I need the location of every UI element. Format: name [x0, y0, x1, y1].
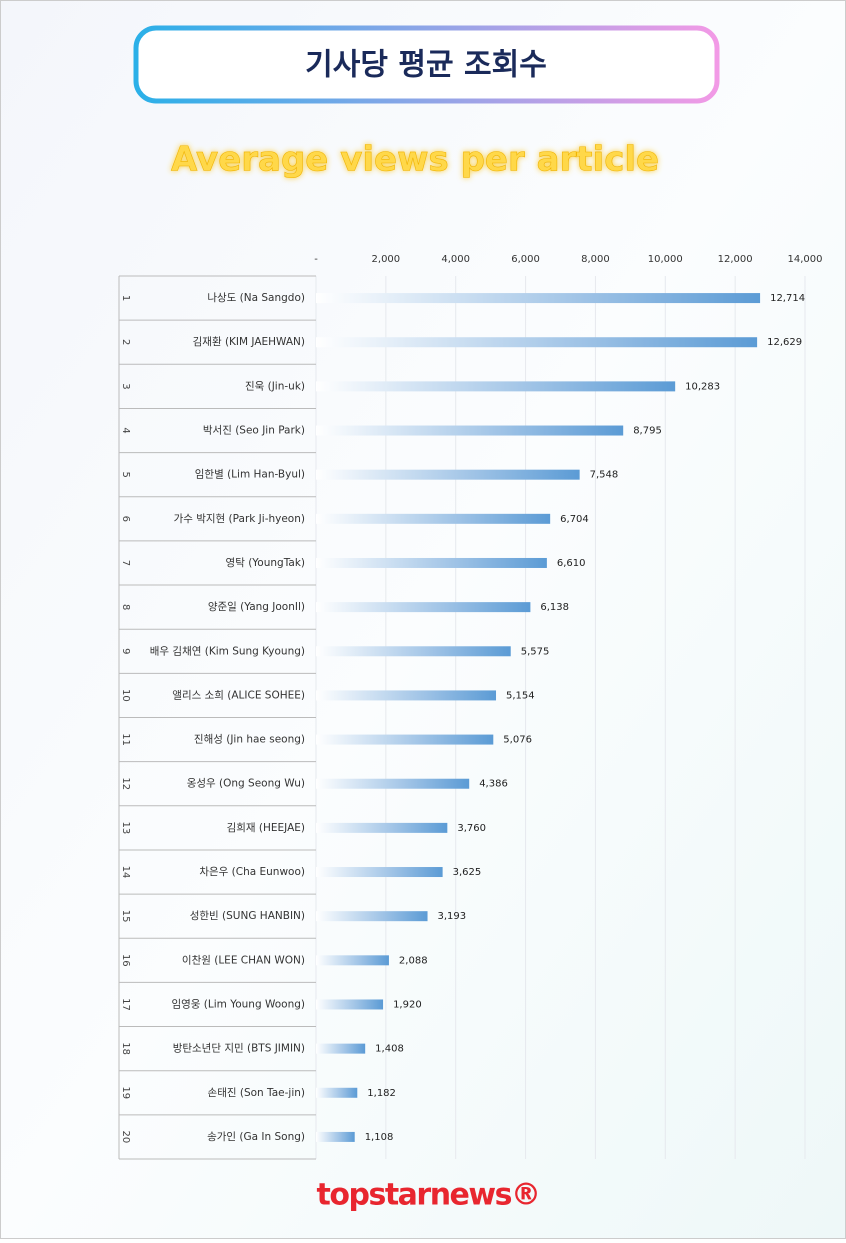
bar	[316, 822, 448, 833]
category-label: 손태진 (Son Tae-jin)	[208, 1087, 305, 1099]
rank-label: 16	[120, 954, 131, 967]
category-label: 김재환 (KIM JAEHWAN)	[193, 336, 305, 348]
category-label: 임영웅 (Lim Young Woong)	[171, 997, 305, 1010]
rank-label: 3	[120, 383, 131, 389]
x-tick-label: -	[314, 254, 318, 265]
bar	[316, 469, 580, 480]
category-label: 옹성우 (Ong Seong Wu)	[187, 778, 305, 790]
value-label: 2,088	[399, 955, 428, 966]
bar	[316, 557, 547, 568]
rank-label: 10	[120, 689, 131, 702]
category-label: 이찬원 (LEE CHAN WON)	[182, 954, 305, 966]
value-label: 4,386	[479, 779, 508, 790]
rank-label: 15	[120, 910, 131, 923]
value-label: 12,714	[770, 293, 805, 304]
x-tick-label: 2,000	[372, 254, 401, 265]
category-label: 송가인 (Ga In Song)	[207, 1131, 305, 1143]
bar	[316, 999, 384, 1010]
value-label: 3,760	[457, 823, 486, 834]
bar	[316, 337, 758, 348]
category-label: 가수 박지현 (Park Ji-hyeon)	[174, 513, 305, 525]
value-label: 8,795	[633, 426, 662, 437]
category-label: 영탁 (YoungTak)	[226, 557, 305, 569]
x-tick-label: 12,000	[718, 254, 753, 265]
category-label: 배우 김채연 (Kim Sung Kyoung)	[150, 645, 305, 657]
value-label: 12,629	[767, 337, 802, 348]
bar	[316, 1131, 355, 1142]
rank-label: 19	[120, 1086, 131, 1099]
value-label: 1,182	[367, 1088, 396, 1099]
logo: topstarnews®	[317, 1178, 540, 1213]
value-label: 1,920	[393, 999, 422, 1010]
bar	[316, 690, 497, 701]
category-label: 임한별 (Lim Han-Byul)	[195, 468, 305, 481]
rank-label: 9	[120, 648, 131, 654]
rank-label: 20	[120, 1131, 131, 1144]
category-label: 김희재 (HEEJAE)	[227, 822, 305, 834]
category-label: 진욱 (Jin-uk)	[245, 380, 305, 392]
value-label: 3,625	[453, 867, 482, 878]
bar	[316, 778, 470, 789]
value-label: 6,138	[540, 602, 569, 613]
category-label: 나상도 (Na Sangdo)	[207, 292, 305, 304]
x-tick-label: 4,000	[441, 254, 470, 265]
rank-label: 4	[120, 427, 131, 433]
value-label: 3,193	[438, 911, 467, 922]
bar	[316, 955, 389, 966]
rank-label: 1	[120, 295, 131, 301]
bar	[316, 734, 494, 745]
rank-label: 18	[120, 1042, 131, 1055]
x-tick-label: 6,000	[511, 254, 540, 265]
bar	[316, 602, 531, 613]
category-label: 박서진 (Seo Jin Park)	[203, 425, 305, 437]
rank-label: 13	[120, 822, 131, 835]
value-label: 6,610	[557, 558, 586, 569]
rank-label: 7	[120, 560, 131, 566]
rank-label: 11	[120, 733, 131, 746]
bar	[316, 867, 443, 878]
value-label: 7,548	[590, 470, 619, 481]
value-label: 1,408	[375, 1044, 404, 1055]
chart-title: 기사당 평균 조회수	[305, 48, 547, 83]
chart-subtitle: Average views per article	[171, 140, 659, 180]
rank-label: 14	[120, 866, 131, 879]
x-tick-label: 8,000	[581, 254, 610, 265]
category-label: 성한빈 (SUNG HANBIN)	[190, 910, 305, 922]
category-label: 양준일 (Yang JoonIl)	[208, 600, 305, 613]
rank-label: 5	[120, 471, 131, 477]
bar	[316, 293, 761, 304]
x-tick-label: 14,000	[788, 254, 823, 265]
rank-label: 6	[120, 516, 131, 522]
rank-label: 12	[120, 777, 131, 790]
rank-label: 2	[120, 339, 131, 345]
rank-label: 17	[120, 998, 131, 1011]
category-label: 진해성 (Jin hae seong)	[194, 733, 305, 746]
value-label: 10,283	[685, 381, 720, 392]
bar	[316, 646, 511, 657]
value-label: 5,076	[503, 735, 532, 746]
value-label: 6,704	[560, 514, 589, 525]
category-label: 앨리스 소희 (ALICE SOHEE)	[172, 688, 305, 701]
bar	[316, 1043, 366, 1054]
title-box	[133, 25, 720, 104]
bar	[316, 911, 428, 922]
value-label: 1,108	[365, 1132, 394, 1143]
bar	[316, 513, 551, 524]
value-label: 5,154	[506, 690, 535, 701]
bar	[316, 1087, 358, 1098]
bar	[316, 381, 676, 392]
value-label: 5,575	[521, 646, 550, 657]
rank-label: 8	[120, 604, 131, 610]
category-label: 방탄소년단 지민 (BTS JIMIN)	[173, 1043, 305, 1055]
category-label: 차은우 (Cha Eunwoo)	[199, 866, 305, 878]
bar	[316, 425, 624, 436]
x-tick-label: 10,000	[648, 254, 683, 265]
